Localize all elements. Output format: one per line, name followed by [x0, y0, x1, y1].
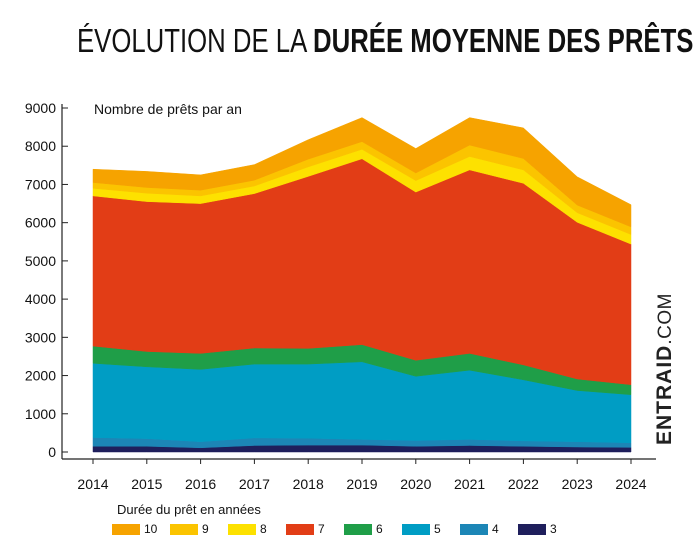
legend-label: 6 — [376, 522, 383, 536]
legend-swatch — [460, 524, 488, 535]
y-tick-label: 0 — [48, 444, 56, 460]
x-tick-label: 2022 — [508, 476, 539, 492]
y-tick-label: 9000 — [25, 100, 56, 116]
legend-label: 5 — [434, 522, 441, 536]
x-tick-label: 2023 — [562, 476, 593, 492]
legend-label: 10 — [144, 522, 158, 536]
x-tick-label: 2019 — [346, 476, 377, 492]
y-tick-label: 8000 — [25, 138, 56, 154]
y-tick-label: 1000 — [25, 406, 56, 422]
legend-label: 7 — [318, 522, 325, 536]
legend-swatch — [286, 524, 314, 535]
chart-title-part2: DURÉE MOYENNE DES PRÊTS — [313, 22, 694, 59]
y-tick-label: 5000 — [25, 253, 56, 269]
y-tick-label: 3000 — [25, 329, 56, 345]
y-tick-label: 7000 — [25, 176, 56, 192]
brand-watermark: ENTRAID.COM — [653, 293, 677, 445]
legend-title: Durée du prêt en années — [117, 502, 261, 517]
chart-title-part1: ÉVOLUTION DE LA — [77, 22, 314, 59]
legend-label: 8 — [260, 522, 267, 536]
x-tick-label: 2021 — [454, 476, 485, 492]
areas-group — [92, 117, 632, 453]
x-tick-label: 2018 — [293, 476, 324, 492]
brand-name: ENTRAID — [653, 344, 676, 445]
legend-swatch — [228, 524, 256, 535]
legend-label: 4 — [492, 522, 499, 536]
area-series-10 — [92, 117, 632, 228]
legend-swatch — [518, 524, 546, 535]
legend-swatch — [170, 524, 198, 535]
chart-title: ÉVOLUTION DE LA DURÉE MOYENNE DES PRÊTS — [77, 22, 693, 60]
y-axis-label: Nombre de prêts par an — [94, 101, 242, 117]
x-tick-label: 2020 — [400, 476, 431, 492]
x-tick-label: 2014 — [77, 476, 108, 492]
legend-swatch — [344, 524, 372, 535]
legend-label: 3 — [550, 522, 557, 536]
x-tick-label: 2015 — [131, 476, 162, 492]
x-tick-label: 2024 — [615, 476, 646, 492]
brand-domain: .COM — [655, 293, 676, 345]
x-tick-label: 2017 — [239, 476, 270, 492]
legend-swatch — [402, 524, 430, 535]
legend-label: 9 — [202, 522, 209, 536]
y-tick-label: 6000 — [25, 215, 56, 231]
y-tick-label: 4000 — [25, 291, 56, 307]
y-tick-label: 2000 — [25, 368, 56, 384]
x-tick-label: 2016 — [185, 476, 216, 492]
legend-swatch — [112, 524, 140, 535]
